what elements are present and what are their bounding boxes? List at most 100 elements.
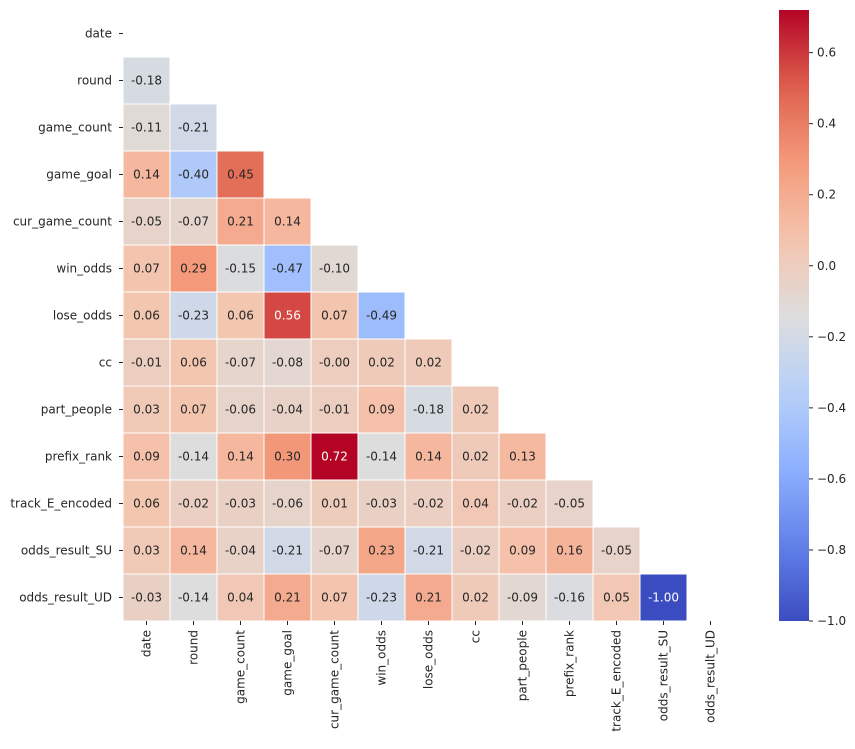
y-tick-label: prefix_rank [45,450,112,464]
heatmap-cells: -0.18 -0.11 -0.21 0.14 -0.40 0.45 -0.05 -0.07 0.… [122,56,688,622]
y-tick-label: odds_result_SU [21,544,112,558]
y-tick-label: lose_odds [53,309,112,323]
colorbar-tick-label: −0.6 [817,472,846,486]
cell-value-label: -0.07 [178,215,209,229]
cell-value-label: -0.05 [131,215,162,229]
cell-value-label: -0.01 [131,356,162,370]
y-tick-label: game_count [38,121,112,135]
heatmap-cell [263,197,312,246]
x-tick-label: cur_game_count [328,630,342,729]
cell-value-label: -0.21 [178,121,209,135]
cell-value-label: -0.14 [366,450,397,464]
heatmap-cell [169,103,218,152]
cell-value-label: -0.21 [413,544,444,558]
cell-value-label: 0.02 [462,591,489,605]
heatmap-cell [122,573,171,622]
cell-value-label: 0.02 [462,450,489,464]
y-axis-labels: date round game_count game_goal cur_game_cou… [10,27,123,605]
cell-value-label: -0.04 [225,544,256,558]
heatmap-cell [357,432,406,481]
cell-value-label: -0.23 [178,309,209,323]
x-tick-label: part_people [516,630,530,701]
cell-value-label: 0.07 [321,591,348,605]
x-tick-label: odds_result_UD [704,630,718,723]
cell-value-label: -0.06 [225,403,256,417]
cell-value-label: -0.23 [366,591,397,605]
cell-value-label: -0.05 [601,544,632,558]
cell-value-label: 0.13 [509,450,536,464]
x-tick-label: odds_result_SU [657,630,671,721]
cell-value-label: -0.01 [319,403,350,417]
heatmap-cell [357,526,406,575]
heatmap-cell [122,526,171,575]
heatmap-cell [357,338,406,387]
cell-value-label: 0.09 [509,544,536,558]
heatmap-cell [498,526,547,575]
cell-value-label: -0.04 [272,403,303,417]
colorbar-tick-label: −0.2 [817,330,846,344]
heatmap-cell [357,479,406,528]
cell-value-label: 0.72 [321,450,348,464]
cell-value-label: 0.02 [462,403,489,417]
heatmap-cell [169,197,218,246]
cell-value-label: -0.03 [131,591,162,605]
heatmap-cell [263,432,312,481]
cell-value-label: 0.21 [415,591,442,605]
cell-value-label: -0.07 [225,356,256,370]
cell-value-label: -0.07 [319,544,350,558]
colorbar-tick-label: 0.6 [817,46,836,60]
heatmap-cell [169,244,218,293]
heatmap-cell [451,573,500,622]
cell-value-label: 0.03 [133,403,160,417]
cell-value-label: 0.06 [133,497,160,511]
heatmap-cell [357,573,406,622]
cell-value-label: 0.07 [133,262,160,276]
heatmap-cell [216,291,265,340]
cell-value-label: 0.14 [274,215,301,229]
x-tick-label: game_count [234,630,248,704]
heatmap-cell [263,479,312,528]
heatmap-cell [122,56,171,105]
cell-value-label: -0.40 [178,168,209,182]
heatmap-cell [592,573,641,622]
heatmap-cell [122,338,171,387]
colorbar-tick-label: −0.4 [817,401,846,415]
cell-value-label: 0.02 [415,356,442,370]
cell-value-label: 0.07 [321,309,348,323]
heatmap-cell [404,432,453,481]
heatmap-cell [122,479,171,528]
heatmap-cell [451,385,500,434]
colorbar-gradient [779,10,809,621]
cell-value-label: 0.30 [274,450,301,464]
cell-value-label: -0.18 [131,74,162,88]
cell-value-label: 0.01 [321,497,348,511]
cell-value-label: -0.02 [413,497,444,511]
x-tick-label: lose_odds [422,630,436,689]
cell-value-label: 0.05 [603,591,630,605]
cell-value-label: -0.06 [272,497,303,511]
cell-value-label: -0.21 [272,544,303,558]
heatmap-cell [498,479,547,528]
cell-value-label: 0.14 [180,544,207,558]
cell-value-label: 0.07 [180,403,207,417]
heatmap-cell [263,291,312,340]
heatmap-cell [357,291,406,340]
cell-value-label: 0.02 [368,356,395,370]
heatmap-cell [122,103,171,152]
cell-value-label: -0.49 [366,309,397,323]
heatmap-cell [404,338,453,387]
y-tick-label: odds_result_UD [19,591,112,605]
heatmap-cell [122,385,171,434]
cell-value-label: 0.14 [227,450,254,464]
heatmap-cell [216,432,265,481]
heatmap-cell [263,526,312,575]
cell-value-label: 0.04 [227,591,254,605]
cell-value-label: 0.23 [368,544,395,558]
cell-value-label: -0.02 [460,544,491,558]
x-axis-labels: date round game_count game_goal cur_game_cou… [140,621,718,732]
heatmap-cell [545,479,594,528]
heatmap-cell [263,244,312,293]
y-tick-label: cur_game_count [13,215,112,229]
cell-value-label: -0.02 [178,497,209,511]
cell-value-label: 0.09 [368,403,395,417]
